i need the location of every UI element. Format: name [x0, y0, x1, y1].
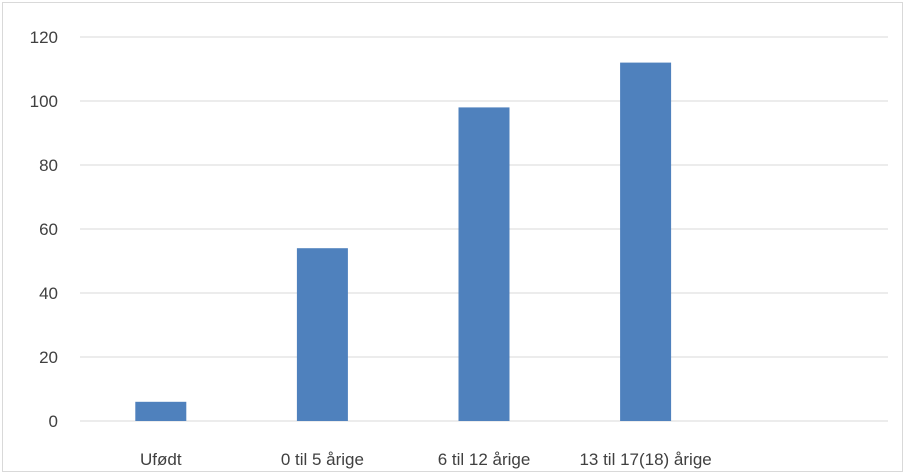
bar-2 — [296, 248, 348, 421]
y-tick-label: 20 — [39, 348, 58, 367]
bar-1 — [135, 401, 187, 421]
x-tick-label: Ufødt — [140, 450, 182, 469]
y-tick-label: 0 — [49, 412, 58, 431]
bar-3 — [458, 107, 510, 422]
x-tick-label: 0 til 5 årige — [281, 450, 364, 469]
y-tick-label: 60 — [39, 220, 58, 239]
y-tick-label: 120 — [30, 28, 58, 47]
bar-4 — [620, 62, 672, 421]
x-tick-label: 6 til 12 årige — [438, 450, 531, 469]
bars — [135, 62, 672, 422]
x-axis-tick-labels: Ufødt 0 til 5 årige 6 til 12 årige 13 til 1… — [140, 450, 712, 469]
y-axis-tick-labels: 0 20 40 60 80 100 120 — [30, 28, 58, 431]
y-tick-label: 100 — [30, 92, 58, 111]
y-tick-label: 40 — [39, 284, 58, 303]
x-tick-label: 13 til 17(18) årige — [579, 450, 711, 469]
y-tick-label: 80 — [39, 156, 58, 175]
